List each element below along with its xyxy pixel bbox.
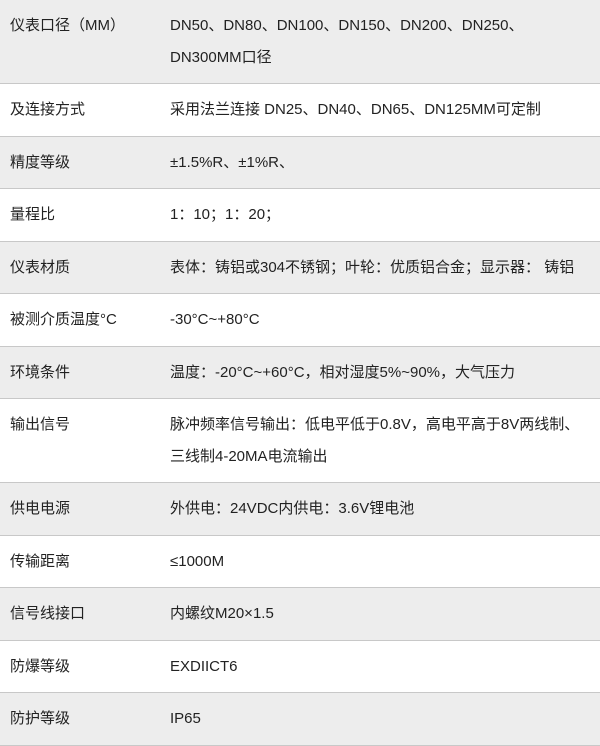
spec-label: 防护等级 (0, 693, 160, 746)
spec-value: 脉冲频率信号输出：低电平低于0.8V，高电平高于8V两线制、三线制4-20MA电… (160, 399, 600, 483)
spec-value: EXDIICT6 (160, 640, 600, 693)
spec-value: 采用法兰连接 DN25、DN40、DN65、DN125MM可定制 (160, 84, 600, 137)
table-row: 传输距离 ≤1000M (0, 535, 600, 588)
table-row: 被测介质温度°C -30°C~+80°C (0, 294, 600, 347)
table-row: 精度等级 ±1.5%R、±1%R、 (0, 136, 600, 189)
table-row: 仪表口径（MM） DN50、DN80、DN100、DN150、DN200、DN2… (0, 0, 600, 84)
spec-label: 仪表材质 (0, 241, 160, 294)
spec-value: ≤1000M (160, 535, 600, 588)
spec-table-body: 仪表口径（MM） DN50、DN80、DN100、DN150、DN200、DN2… (0, 0, 600, 745)
spec-value: 1：10；1：20； (160, 189, 600, 242)
spec-value: IP65 (160, 693, 600, 746)
spec-label: 供电电源 (0, 483, 160, 536)
table-row: 输出信号 脉冲频率信号输出：低电平低于0.8V，高电平高于8V两线制、三线制4-… (0, 399, 600, 483)
spec-value: DN50、DN80、DN100、DN150、DN200、DN250、DN300M… (160, 0, 600, 84)
spec-label: 传输距离 (0, 535, 160, 588)
table-row: 防护等级 IP65 (0, 693, 600, 746)
spec-value: ±1.5%R、±1%R、 (160, 136, 600, 189)
spec-value: -30°C~+80°C (160, 294, 600, 347)
table-row: 信号线接口 内螺纹M20×1.5 (0, 588, 600, 641)
table-row: 防爆等级 EXDIICT6 (0, 640, 600, 693)
spec-label: 仪表口径（MM） (0, 0, 160, 84)
spec-value: 外供电：24VDC内供电：3.6V锂电池 (160, 483, 600, 536)
table-row: 及连接方式 采用法兰连接 DN25、DN40、DN65、DN125MM可定制 (0, 84, 600, 137)
spec-label: 输出信号 (0, 399, 160, 483)
spec-table: 仪表口径（MM） DN50、DN80、DN100、DN150、DN200、DN2… (0, 0, 600, 746)
spec-label: 环境条件 (0, 346, 160, 399)
spec-label: 防爆等级 (0, 640, 160, 693)
spec-value: 内螺纹M20×1.5 (160, 588, 600, 641)
table-row: 量程比 1：10；1：20； (0, 189, 600, 242)
table-row: 仪表材质 表体：铸铝或304不锈钢；叶轮：优质铝合金；显示器： 铸铝 (0, 241, 600, 294)
spec-label: 量程比 (0, 189, 160, 242)
spec-value: 温度：-20°C~+60°C，相对湿度5%~90%，大气压力 (160, 346, 600, 399)
spec-label: 及连接方式 (0, 84, 160, 137)
table-row: 环境条件 温度：-20°C~+60°C，相对湿度5%~90%，大气压力 (0, 346, 600, 399)
spec-value: 表体：铸铝或304不锈钢；叶轮：优质铝合金；显示器： 铸铝 (160, 241, 600, 294)
spec-label: 被测介质温度°C (0, 294, 160, 347)
table-row: 供电电源 外供电：24VDC内供电：3.6V锂电池 (0, 483, 600, 536)
spec-label: 精度等级 (0, 136, 160, 189)
spec-label: 信号线接口 (0, 588, 160, 641)
